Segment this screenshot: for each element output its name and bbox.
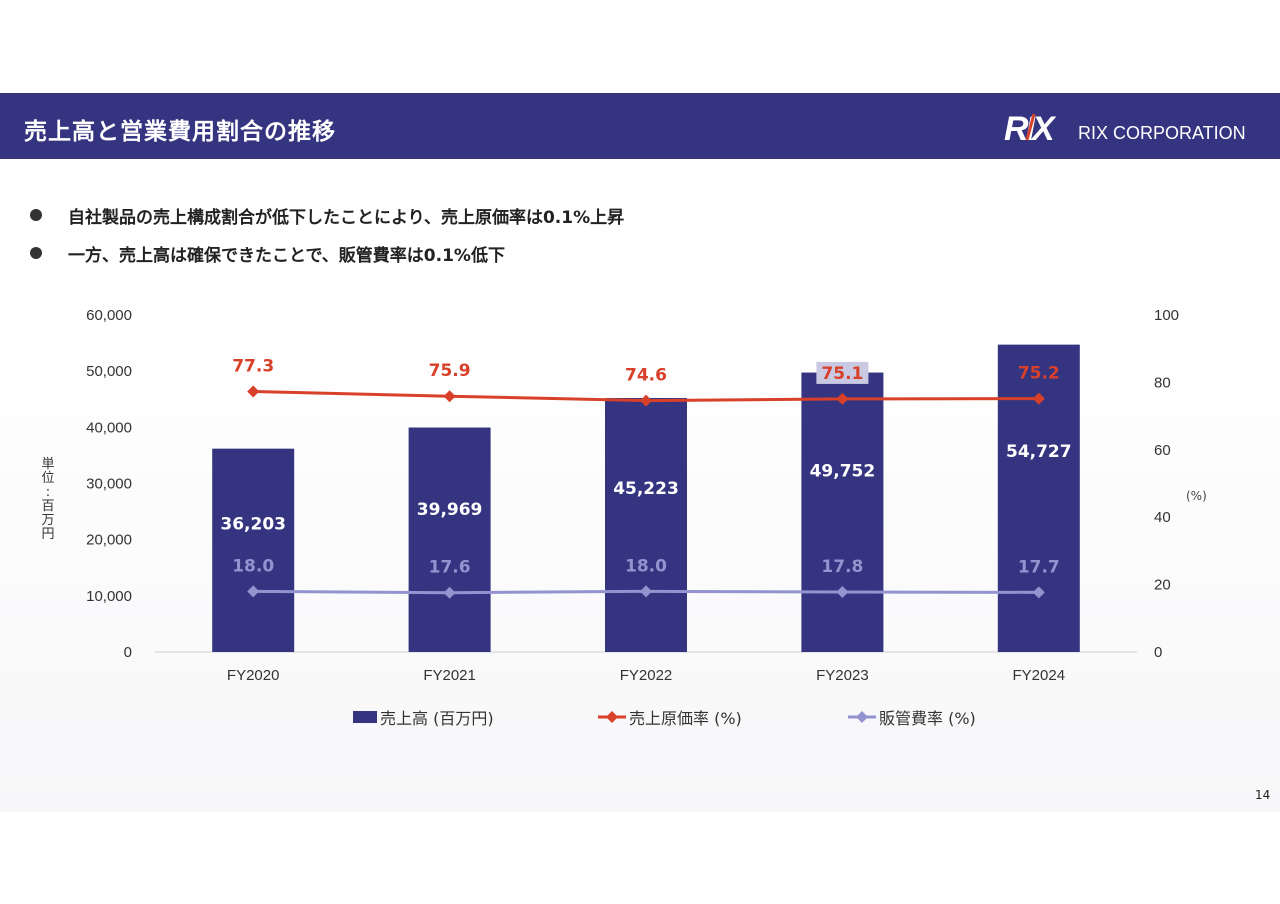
left-axis-tick: 10,000 <box>86 588 132 605</box>
revenue-cost-chart: 0 10,000 20,000 30,000 40,000 50,000 60,000 0 20… <box>86 307 1179 728</box>
right-axis-tick: 20 <box>1154 577 1171 594</box>
x-axis-category: FY2022 <box>620 667 673 684</box>
bullet-item: 一方、売上高は確保できたことで、販管費率は0.1%低下 <box>30 234 624 272</box>
sga-rate-marker <box>1032 586 1045 599</box>
right-axis-unit-label: (%) <box>1186 489 1207 503</box>
sga-rate-label: 17.7 <box>1018 557 1060 577</box>
bullet-item: 自社製品の売上構成割合が低下したことにより、売上原価率は0.1%上昇 <box>30 196 624 234</box>
cost-rate-marker <box>640 394 652 407</box>
cost-rate-marker <box>443 390 456 403</box>
cost-rate-label: 74.6 <box>625 366 667 386</box>
right-axis-tick: 80 <box>1154 374 1171 391</box>
revenue-bar <box>408 427 491 652</box>
left-axis-tick: 50,000 <box>86 363 132 380</box>
left-axis-unit-label: 単位:百万円 <box>41 457 55 542</box>
revenue-bar <box>212 448 295 652</box>
revenue-bar <box>801 372 884 652</box>
sga-rate-label: 18.0 <box>232 556 274 576</box>
logo-slash <box>1025 113 1036 141</box>
cost-label-highlight <box>816 361 869 384</box>
x-axis-category: FY2024 <box>1013 667 1066 684</box>
revenue-value-label: 45,223 <box>613 479 679 499</box>
legend-cost-label: 売上原価率 (%) <box>629 709 742 728</box>
x-axis-category: FY2021 <box>423 667 476 684</box>
cost-rate-label: 77.3 <box>232 356 274 376</box>
revenue-value-label: 49,752 <box>810 461 876 481</box>
x-axis-category: FY2020 <box>227 667 280 684</box>
cost-rate-marker <box>836 392 849 405</box>
sga-rate-label: 17.6 <box>429 558 471 578</box>
legend-cost-marker <box>606 711 618 723</box>
cost-rate-marker <box>1032 392 1045 405</box>
right-axis-tick: 100 <box>1154 307 1179 324</box>
sga-rate-marker <box>836 586 849 599</box>
x-axis-category: FY2023 <box>816 667 869 684</box>
revenue-value-label: 39,969 <box>417 500 483 520</box>
cost-rate-label: 75.1 <box>821 364 863 384</box>
revenue-bar <box>997 344 1080 652</box>
right-axis-tick: 40 <box>1154 509 1171 526</box>
sga-rate-label: 17.8 <box>821 557 863 577</box>
revenue-bar <box>605 397 687 652</box>
bullet-dot <box>30 247 42 259</box>
revenue-value-label: 54,727 <box>1006 442 1072 462</box>
bullet-list: 自社製品の売上構成割合が低下したことにより、売上原価率は0.1%上昇 一方、売上… <box>30 196 624 272</box>
page-number: 14 <box>1255 788 1271 802</box>
cost-rate-label: 75.9 <box>429 361 471 381</box>
legend-sga-label: 販管費率 (%) <box>879 709 976 728</box>
right-axis-tick: 60 <box>1154 442 1171 459</box>
cost-rate-marker <box>247 385 260 398</box>
company-name: RIX CORPORATION <box>1078 123 1246 143</box>
sga-rate-marker <box>247 585 260 598</box>
revenue-value-label: 36,203 <box>220 515 286 535</box>
legend-revenue-label: 売上高 (百万円) <box>380 709 494 728</box>
right-axis-tick: 0 <box>1154 644 1162 661</box>
left-axis-tick: 0 <box>124 644 132 661</box>
left-axis-tick: 30,000 <box>86 476 132 493</box>
left-axis-tick: 40,000 <box>86 419 132 436</box>
bullet-dot <box>30 209 42 221</box>
sga-rate-marker <box>443 586 456 599</box>
company-logo: RIX <box>1004 110 1060 146</box>
left-axis-tick: 60,000 <box>86 307 132 324</box>
header-bar <box>0 93 1280 159</box>
cost-rate-label: 75.2 <box>1018 364 1060 384</box>
left-axis-tick: 20,000 <box>86 532 132 549</box>
sga-rate-marker <box>640 585 652 598</box>
legend-sga-marker <box>856 711 868 723</box>
legend-revenue-swatch <box>353 711 377 723</box>
bullet-text: 一方、売上高は確保できたことで、販管費率は0.1%低下 <box>68 245 505 266</box>
page-title: 売上高と営業費用割合の推移 <box>24 119 336 145</box>
bullet-text: 自社製品の売上構成割合が低下したことにより、売上原価率は0.1%上昇 <box>68 207 625 228</box>
sga-rate-label: 18.0 <box>625 556 667 576</box>
